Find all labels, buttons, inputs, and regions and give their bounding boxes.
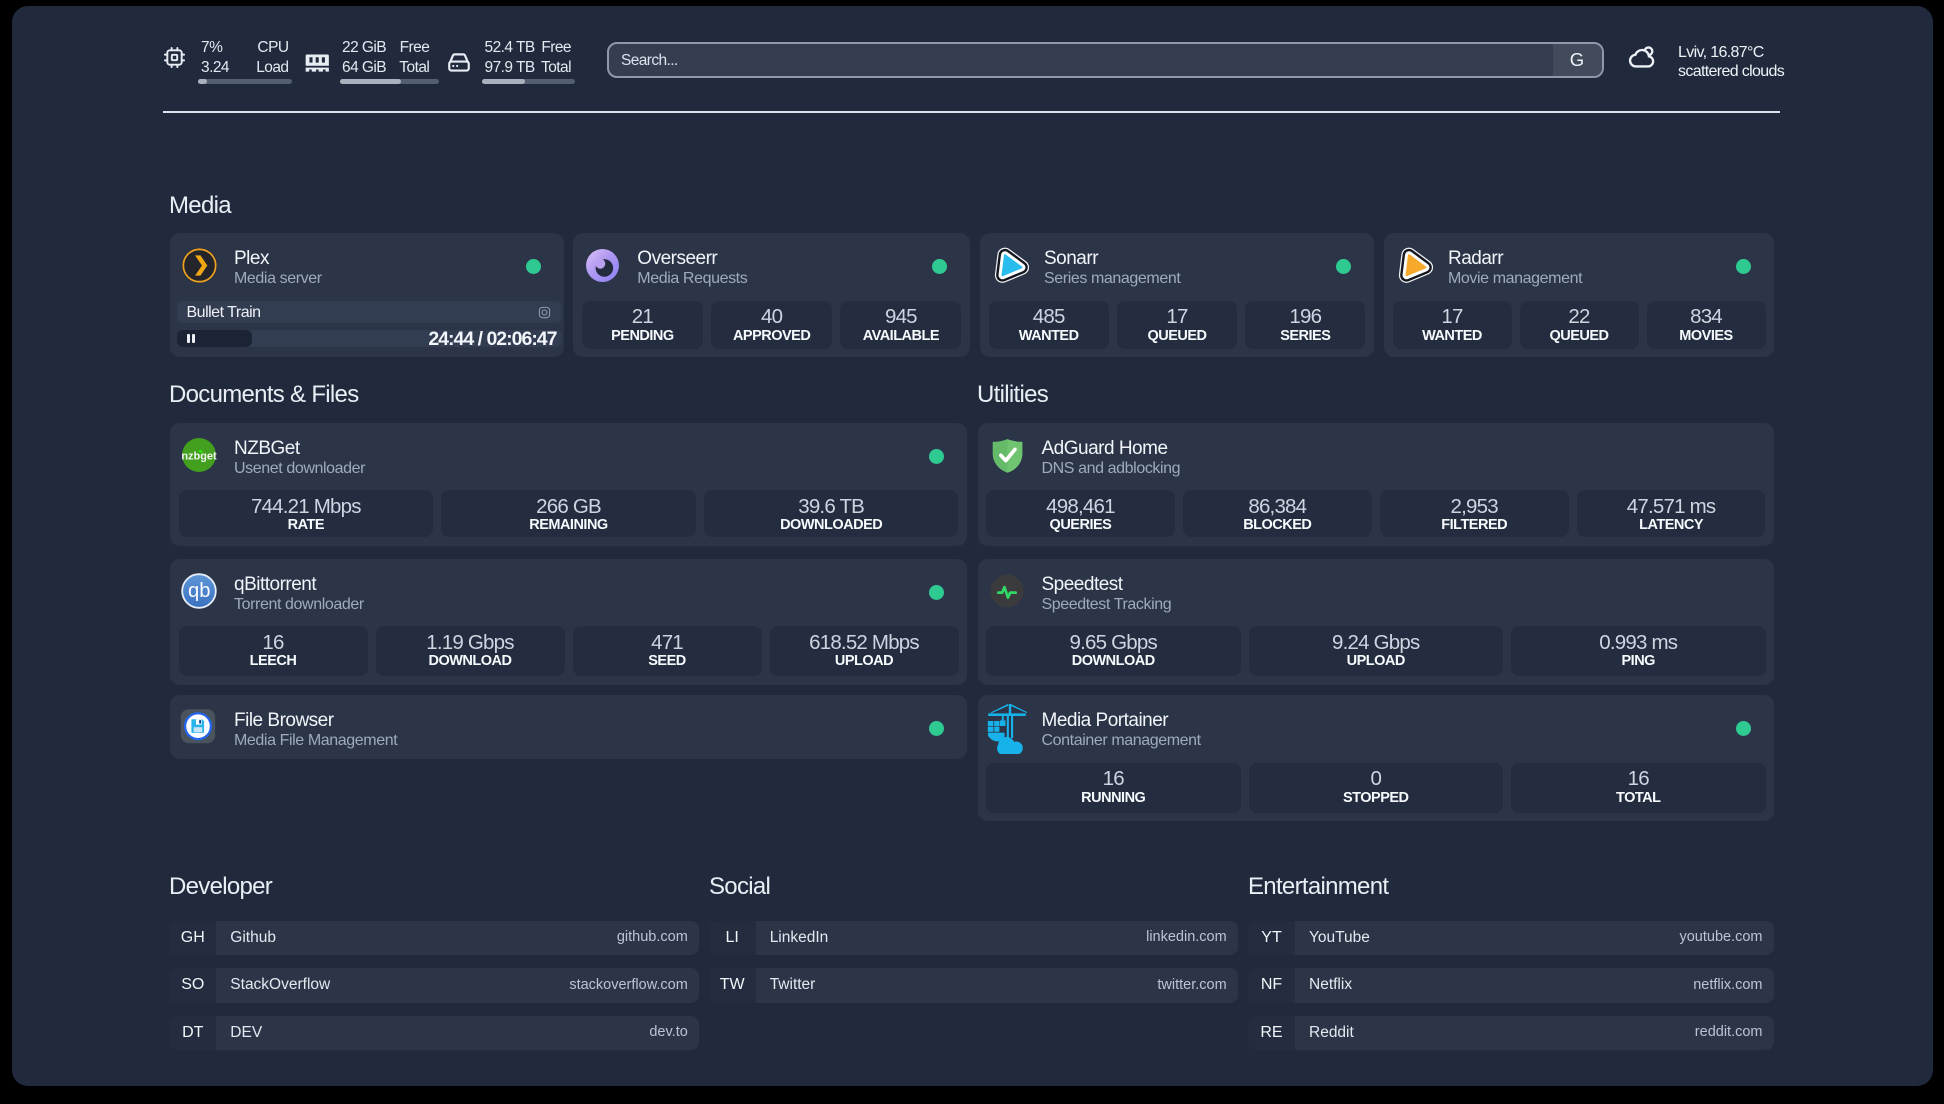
svg-text:nzbget: nzbget bbox=[181, 450, 217, 462]
svg-text:qb: qb bbox=[188, 580, 211, 602]
